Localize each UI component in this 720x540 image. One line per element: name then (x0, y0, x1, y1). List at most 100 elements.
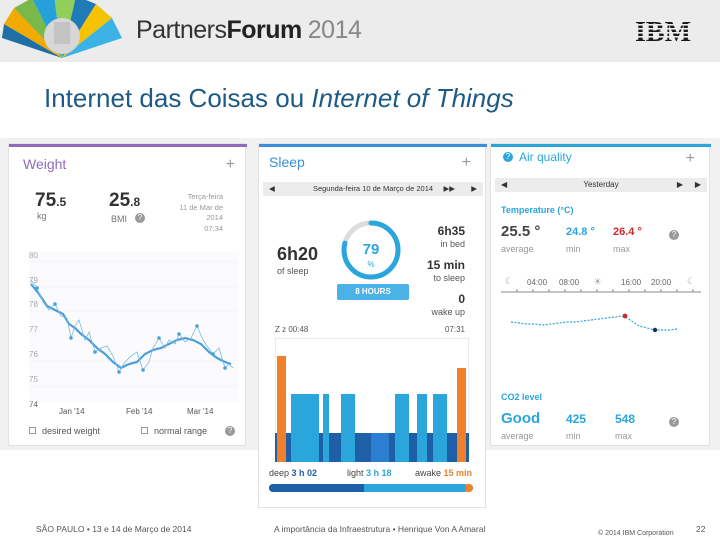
bmi-value: 25.8 (109, 190, 140, 212)
air-time-tick: 16:00 (621, 278, 642, 287)
deep-segment (269, 484, 364, 492)
moon-icon: ☾ (505, 276, 513, 286)
temperature-chart: ☾ 04:00 08:00 16:00 20:00 ☀ ☾ (501, 276, 701, 333)
co2-max: 548 (615, 412, 636, 426)
air-help-icon[interactable]: ? (503, 152, 513, 162)
next-arrow-icon[interactable]: ▶ (676, 180, 683, 189)
sleep-date: Segunda-feira 10 de Março de 2014 (312, 184, 434, 193)
bmi-label: BMI (111, 214, 128, 224)
sleep-score-gauge: 79 % (341, 220, 401, 280)
sleep-score-unit: % (367, 260, 374, 269)
bmi-decimal: .8 (130, 195, 141, 209)
temp-min: 24.8 ° (566, 226, 595, 238)
legend-normal-label: normal range (154, 426, 208, 436)
weight-help-icon[interactable]: ? (225, 426, 235, 436)
weight-date: Terça-feira 11 de Mar de 2014 07:34 (179, 192, 223, 234)
brand-part2: Forum (226, 16, 302, 44)
footer-copyright: © 2014 IBM Corporation (598, 530, 674, 537)
checkbox-icon[interactable] (141, 427, 148, 434)
ibm-logo: IBM (628, 17, 698, 46)
header-band: PartnersForum 2014 IBM (0, 0, 720, 62)
air-accent-bar (491, 144, 711, 147)
footer-talk: A importância da Infraestrutura • Henriq… (274, 524, 486, 534)
sleep-duration: 6h20 (277, 244, 319, 264)
sleep-score: 79 (363, 241, 380, 258)
sleep-add-button[interactable]: + (461, 154, 471, 171)
temperature-line (510, 315, 678, 331)
brand-part1: Partners (136, 16, 227, 44)
co2-help-icon[interactable]: ? (669, 417, 679, 427)
air-quality-panel: ? Air quality + ◀ Yesterday ▶ ▶ Temperat… (490, 143, 711, 446)
sleep-target-button[interactable]: 8 HOURS (337, 284, 409, 300)
sleep-accent-bar (259, 144, 487, 147)
weight-measurement-points (35, 286, 227, 374)
weight-add-button[interactable]: + (225, 156, 235, 173)
to-sleep-value: 15 min (426, 258, 465, 272)
sun-icon: ☀ (593, 277, 602, 288)
to-sleep-label: to sleep (433, 273, 465, 283)
weight-x-tick: Mar '14 (187, 407, 214, 416)
weight-value: 75.5 (35, 190, 66, 212)
air-date: Yesterday (583, 180, 619, 189)
air-add-button[interactable]: + (685, 150, 695, 167)
awake-segment (465, 484, 473, 492)
temp-average-label: average (501, 244, 534, 254)
checkbox-icon[interactable] (29, 427, 36, 434)
air-time-tick: 20:00 (651, 278, 672, 287)
weight-date-line1: Terça-feira (187, 192, 223, 201)
co2-min-label: min (566, 431, 581, 441)
legend-desired-weight[interactable]: desired weight (29, 426, 100, 436)
co2-average: Good (501, 410, 541, 427)
next-arrow-icon[interactable]: ▶▶ (443, 184, 455, 193)
sleep-phase-proportion-bar (269, 484, 473, 492)
partners-forum-logo: PartnersForum 2014 (136, 16, 362, 45)
moon-icon: ☾ (687, 276, 695, 286)
partners-forum-logo-burst (2, 0, 122, 58)
brand-year: 2014 (307, 16, 362, 44)
awake-stat: awake 15 min (415, 468, 472, 478)
sleep-duration-label: of sleep (277, 266, 309, 276)
sleep-date-bar: ◀ Segunda-feira 10 de Março de 2014 ▶▶ ▶ (263, 182, 483, 196)
legend-normal-range[interactable]: normal range (141, 426, 207, 436)
temp-max: 26.4 ° (613, 226, 642, 238)
slide-title-italic: Internet of Things (311, 83, 514, 113)
sleep-start-time: Z z 00:48 (275, 325, 309, 334)
co2-average-label: average (501, 431, 534, 441)
footer-event: SÃO PAULO • 13 e 14 de Março de 2014 (36, 524, 192, 534)
wake-up-value: 0 (458, 292, 465, 306)
air-time-tick: 08:00 (559, 278, 580, 287)
temp-average: 25.5 ° (501, 223, 541, 240)
weight-accent-bar (9, 144, 247, 147)
weight-chart: 80 79 78 77 76 75 74 Jan '14 Feb '14 Mar… (29, 251, 239, 416)
co2-min: 425 (566, 412, 587, 426)
sleep-panel: Sleep + ◀ Segunda-feira 10 de Março de 2… (258, 143, 487, 508)
last-arrow-icon[interactable]: ▶ (471, 184, 477, 193)
weight-panel: Weight + 75.5 kg 25.8 BMI ? Terça-feira … (8, 143, 247, 446)
sleep-score-arc (341, 220, 401, 280)
temp-help-icon[interactable]: ? (669, 230, 679, 240)
air-time-tick: 04:00 (527, 278, 548, 287)
prev-arrow-icon[interactable]: ◀ (269, 184, 275, 193)
air-title: Air quality (519, 150, 572, 164)
awake-label: awake (415, 468, 442, 478)
temperature-header: Temperature (°C) (501, 205, 574, 215)
slide-title-plain: Internet das Coisas ou (44, 83, 312, 113)
co2-header: CO2 level (501, 392, 543, 402)
light-label: light (347, 468, 364, 478)
page-number: 22 (696, 524, 706, 534)
in-bed-value: 6h35 (437, 224, 465, 238)
weight-date-line3: 2014 (206, 213, 223, 222)
light-sleep-stat: light 3 h 18 (347, 468, 392, 478)
temp-max-marker (622, 313, 628, 319)
weight-x-tick: Feb '14 (126, 407, 153, 416)
slide-title: Internet das Coisas ou Internet of Thing… (44, 83, 514, 114)
deep-label: deep (269, 468, 290, 478)
bmi-help-icon[interactable]: ? (135, 213, 145, 223)
sleep-title: Sleep (269, 154, 305, 170)
weight-date-line2: 11 de Mar de (179, 202, 223, 212)
sleep-end-time: 07:31 (444, 325, 465, 334)
weight-date-line4: 07:34 (204, 223, 223, 233)
prev-arrow-icon[interactable]: ◀ (501, 180, 508, 189)
awake-value: 15 min (443, 468, 473, 478)
last-arrow-icon[interactable]: ▶ (694, 180, 701, 189)
